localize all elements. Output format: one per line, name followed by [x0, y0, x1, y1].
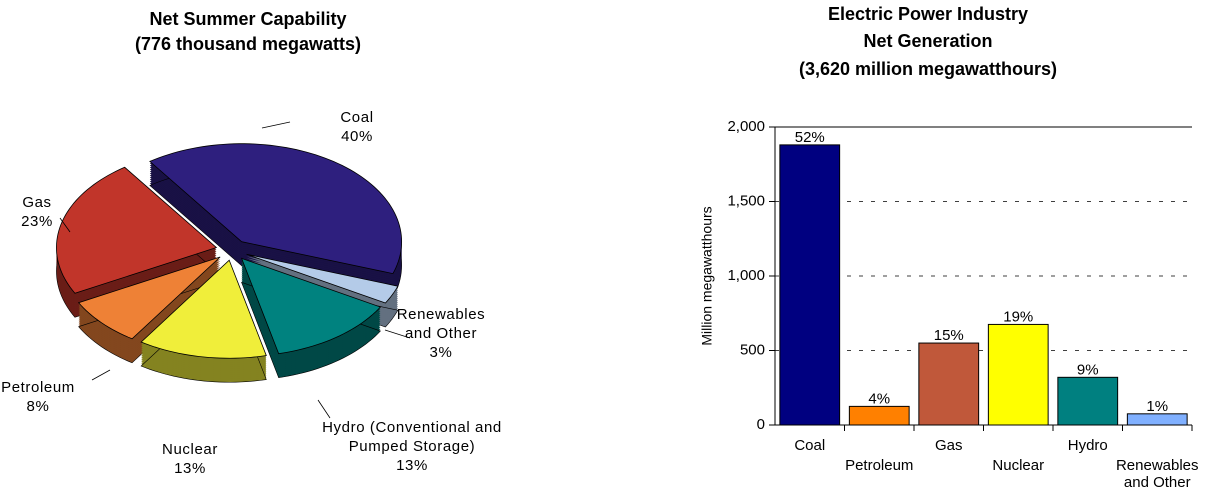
data-label: 19%	[1003, 308, 1033, 325]
data-label: 4%	[868, 390, 890, 407]
slice-side-edge	[241, 281, 381, 378]
x-tick-label: Coal	[794, 437, 826, 454]
pie-label: Coal 40%	[312, 108, 402, 146]
slice-name: Gas	[22, 194, 52, 211]
slice-side-edge	[140, 283, 267, 383]
pie-slice	[240, 257, 382, 355]
pie-title: Net Summer Capability	[149, 9, 346, 29]
data-label: 1%	[1146, 398, 1168, 415]
slice-name: Nuclear	[162, 441, 218, 458]
leader-line	[261, 121, 291, 129]
leader-line	[91, 369, 111, 381]
bar	[987, 323, 1049, 426]
data-label: 9%	[1077, 361, 1099, 378]
pie-label: Nuclear 13%	[135, 440, 245, 478]
pie-label: Hydro (Conventional and Pumped Storage) 1…	[297, 418, 527, 475]
x-tick-label: Nuclear	[992, 457, 1045, 474]
bar	[1126, 413, 1188, 426]
pie-label: Renewables and Other 3%	[381, 305, 501, 362]
y-tick-label: 1,500	[727, 192, 765, 209]
y-tick-label: 1,000	[727, 267, 765, 284]
x-tick-label: Hydro	[1067, 437, 1108, 454]
slice-value: 23%	[21, 213, 53, 230]
data-label: 52%	[795, 129, 825, 146]
slice-value: 13%	[396, 457, 428, 474]
leader-line	[59, 217, 71, 233]
bar	[918, 342, 980, 426]
slice-value: 13%	[174, 460, 206, 477]
slice-side-edge	[78, 280, 221, 364]
bar-title: Net Generation	[863, 31, 992, 51]
slice-name: Hydro (Conventional and Pumped Storage)	[322, 419, 502, 455]
y-axis-label: Million megawatthours	[699, 206, 715, 345]
pie-slice	[56, 166, 218, 294]
slice-value: 3%	[429, 344, 453, 361]
slice-name: Coal	[340, 109, 374, 126]
x-tick-label: Petroleum	[845, 457, 914, 474]
slice-side-edge	[246, 278, 399, 328]
bar-subtitle: (3,620 million megawatthours)	[799, 59, 1057, 79]
bar	[779, 144, 841, 426]
pie-label: Petroleum 8%	[0, 378, 93, 416]
data-label: 15%	[934, 327, 964, 344]
pie-subtitle: (776 thousand megawatts)	[135, 34, 361, 54]
y-tick-label: 500	[740, 341, 765, 358]
pie-slice	[149, 143, 403, 275]
pie-slice	[140, 259, 267, 359]
slice-value: 8%	[26, 398, 50, 415]
x-tick-label: Renewables and Other	[1115, 457, 1199, 491]
x-tick-label: Gas	[934, 437, 963, 454]
leader-line	[317, 399, 331, 419]
pie-slice	[77, 256, 221, 340]
pie-label: Gas 23%	[0, 193, 77, 231]
bar-title: Electric Power Industry	[828, 4, 1028, 24]
leader-line	[384, 329, 411, 339]
bar	[848, 405, 910, 426]
y-tick-label: 0	[757, 416, 765, 433]
slice-name: Petroleum	[1, 379, 75, 396]
bar	[1057, 376, 1119, 426]
slice-name: Renewables and Other	[396, 306, 486, 342]
y-tick-label: 2,000	[727, 118, 765, 135]
slice-value: 40%	[341, 128, 373, 145]
pie-slice	[246, 253, 399, 304]
